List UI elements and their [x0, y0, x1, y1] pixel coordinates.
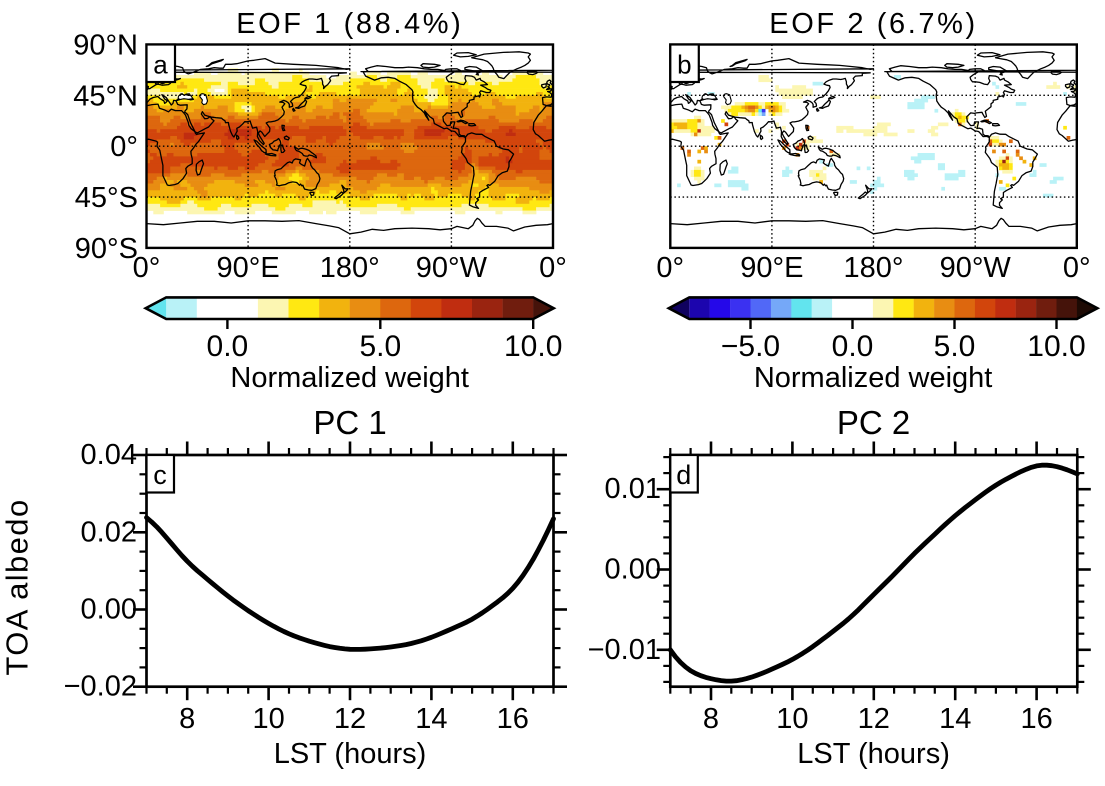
svg-text:0.04: 0.04	[81, 439, 137, 471]
svg-text:0.0: 0.0	[207, 330, 249, 363]
svg-text:PC 2: PC 2	[837, 404, 910, 441]
svg-text:d: d	[676, 460, 691, 490]
svg-text:c: c	[153, 460, 167, 490]
svg-text:90°E: 90°E	[216, 252, 279, 284]
svg-text:0.01: 0.01	[605, 473, 661, 505]
svg-text:10.0: 10.0	[504, 330, 562, 363]
svg-text:16: 16	[1020, 703, 1052, 735]
svg-text:Normalized weight: Normalized weight	[754, 362, 993, 394]
svg-text:LST (hours): LST (hours)	[797, 738, 950, 770]
svg-text:8: 8	[179, 703, 195, 735]
svg-text:90°W: 90°W	[416, 252, 488, 284]
svg-text:90°W: 90°W	[940, 252, 1012, 284]
svg-text:0°: 0°	[133, 252, 161, 284]
svg-text:180°: 180°	[320, 252, 380, 284]
svg-text:90°E: 90°E	[740, 252, 803, 284]
svg-text:10: 10	[776, 703, 808, 735]
svg-text:LST (hours): LST (hours)	[274, 738, 427, 770]
svg-text:14: 14	[415, 703, 447, 735]
svg-text:5.0: 5.0	[359, 330, 401, 363]
svg-text:180°: 180°	[844, 252, 904, 284]
svg-text:0.0: 0.0	[832, 330, 874, 363]
svg-text:45°N: 45°N	[73, 80, 138, 112]
svg-text:0°: 0°	[110, 131, 138, 163]
svg-text:16: 16	[497, 703, 529, 735]
svg-text:0°: 0°	[539, 252, 567, 284]
svg-text:Normalized weight: Normalized weight	[230, 362, 469, 394]
svg-text:45°S: 45°S	[75, 182, 138, 214]
svg-text:−5.0: −5.0	[721, 330, 780, 363]
svg-text:0.00: 0.00	[605, 554, 661, 586]
svg-text:10.0: 10.0	[1027, 330, 1085, 363]
svg-text:a: a	[153, 50, 168, 80]
svg-text:EOF 1 (88.4%): EOF 1 (88.4%)	[236, 8, 463, 40]
svg-text:90°S: 90°S	[75, 233, 138, 265]
svg-text:0°: 0°	[656, 252, 684, 284]
svg-text:b: b	[677, 50, 691, 80]
svg-text:8: 8	[703, 703, 719, 735]
svg-text:−0.01: −0.01	[588, 634, 661, 666]
svg-text:TOA albedo: TOA albedo	[0, 498, 35, 675]
svg-text:12: 12	[858, 703, 890, 735]
svg-text:14: 14	[939, 703, 971, 735]
svg-text:0°: 0°	[1063, 252, 1091, 284]
svg-text:−0.02: −0.02	[64, 671, 137, 703]
svg-text:5.0: 5.0	[934, 330, 976, 363]
svg-text:90°N: 90°N	[73, 30, 138, 62]
svg-text:EOF 2 (6.7%): EOF 2 (6.7%)	[769, 8, 977, 40]
svg-text:0.00: 0.00	[81, 594, 137, 626]
svg-text:10: 10	[252, 703, 284, 735]
svg-text:12: 12	[334, 703, 366, 735]
svg-text:0.02: 0.02	[81, 516, 137, 548]
svg-text:PC 1: PC 1	[313, 404, 386, 441]
